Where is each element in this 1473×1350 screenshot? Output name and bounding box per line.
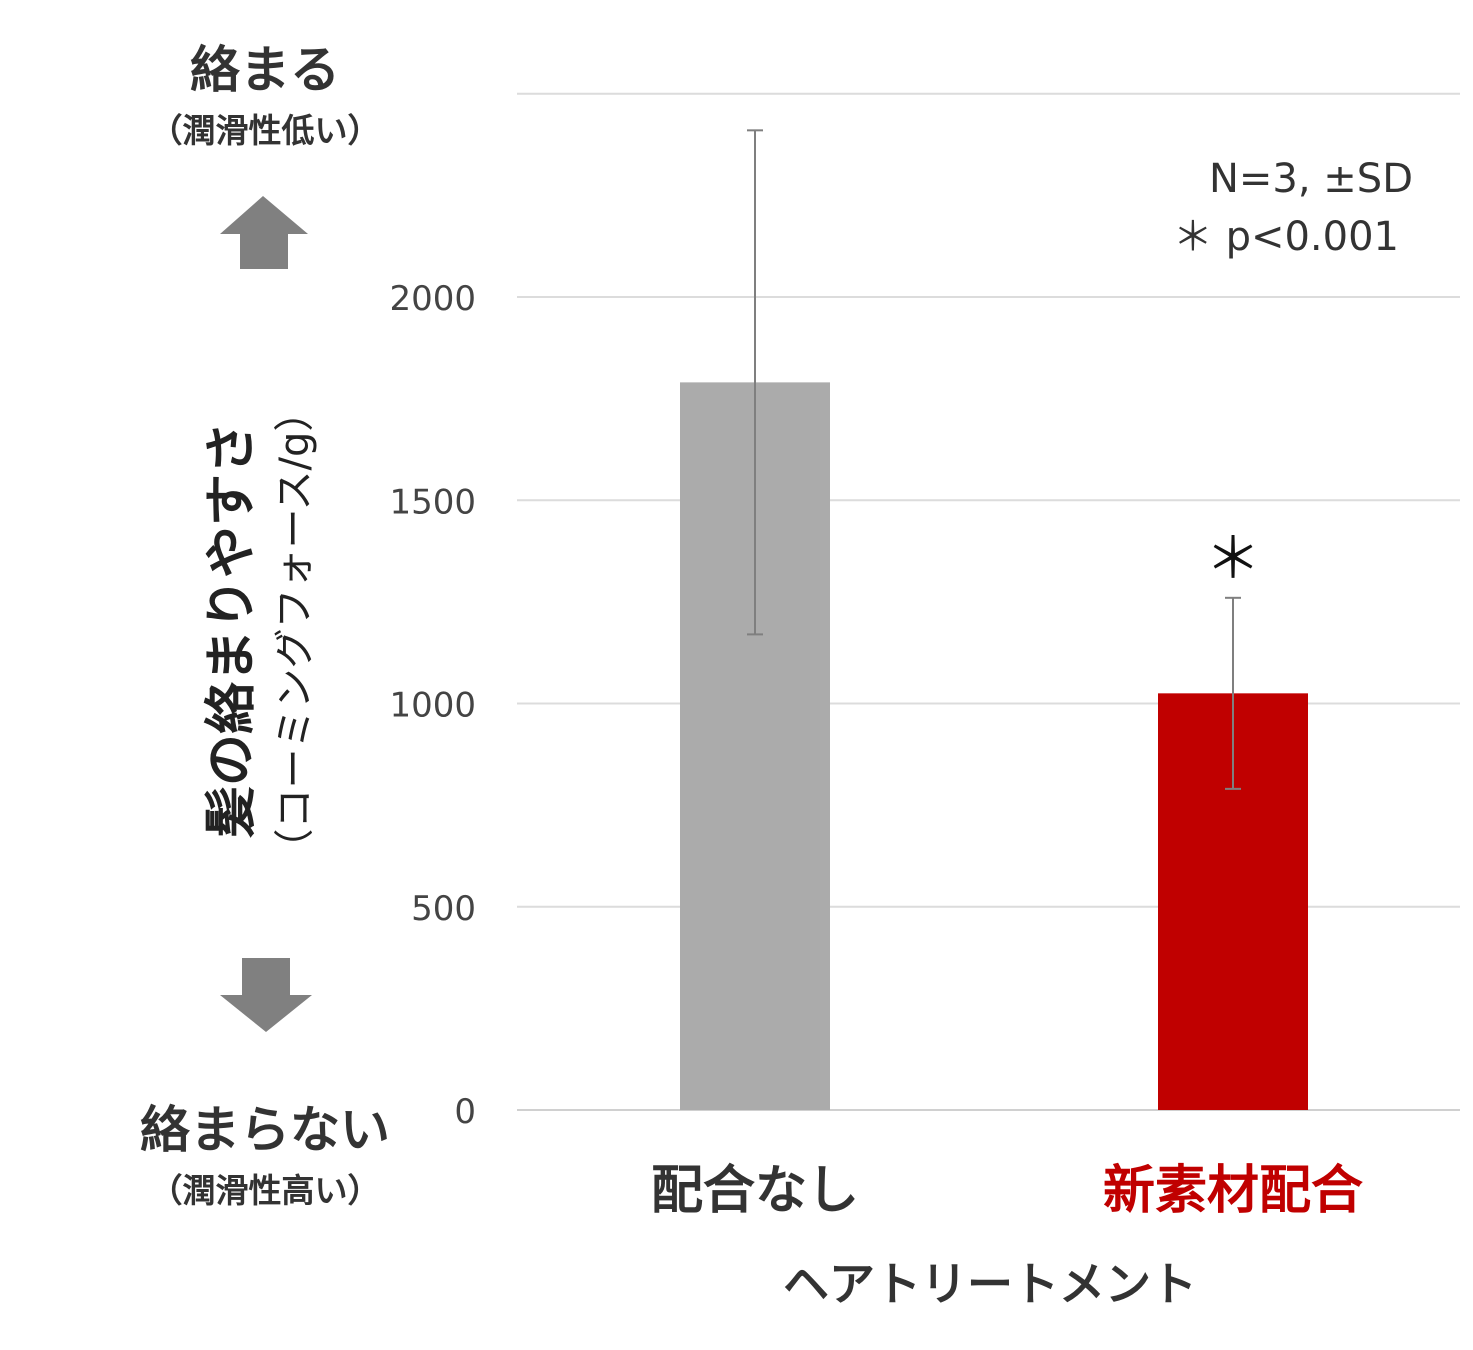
y-tick-label: 0 <box>454 1092 476 1132</box>
y-axis-label: 髪の絡まりやすさ <box>202 422 262 839</box>
bottom-label-group: 絡まらない （潤滑性高い） <box>120 1090 410 1212</box>
stat-note-line1: N=3, ±SD <box>1208 156 1413 202</box>
significance-mark: ＊ <box>1205 527 1261 592</box>
stat-annotation: N=3, ±SD ＊ p<0.001 <box>1173 150 1413 266</box>
y-tick-label: 2000 <box>389 279 476 319</box>
error-bar <box>747 129 763 636</box>
category-label: 新素材配合 <box>1103 1161 1363 1221</box>
bottom-label: 絡まらない <box>140 1101 390 1159</box>
x-axis-label: ヘアトリートメント <box>783 1257 1197 1311</box>
stat-note-line2: ＊ p<0.001 <box>1172 214 1399 260</box>
up-arrow-icon <box>220 196 308 269</box>
top-sublabel: （潤滑性低い） <box>149 111 381 150</box>
y-tick-label: 1000 <box>389 686 476 726</box>
y-tick-label: 1500 <box>389 482 476 522</box>
bars <box>680 382 1308 1110</box>
top-label: 絡まる <box>190 41 340 99</box>
significance-marks: ＊ <box>1205 527 1261 592</box>
error-bar <box>1225 596 1241 790</box>
category-label: 配合なし <box>651 1161 859 1221</box>
top-label-group: 絡まる （潤滑性低い） <box>120 30 410 152</box>
y-tick-labels: 0 500 1000 1500 2000 <box>389 279 476 1132</box>
bottom-sublabel: （潤滑性高い） <box>149 1171 381 1210</box>
error-bars <box>747 129 1241 790</box>
y-axis-sublabel: （コーミングフォース/g） <box>272 391 318 869</box>
y-tick-label: 500 <box>411 889 476 929</box>
down-arrow-icon <box>220 958 312 1032</box>
category-labels: 配合なし 新素材配合 <box>651 1161 1363 1221</box>
